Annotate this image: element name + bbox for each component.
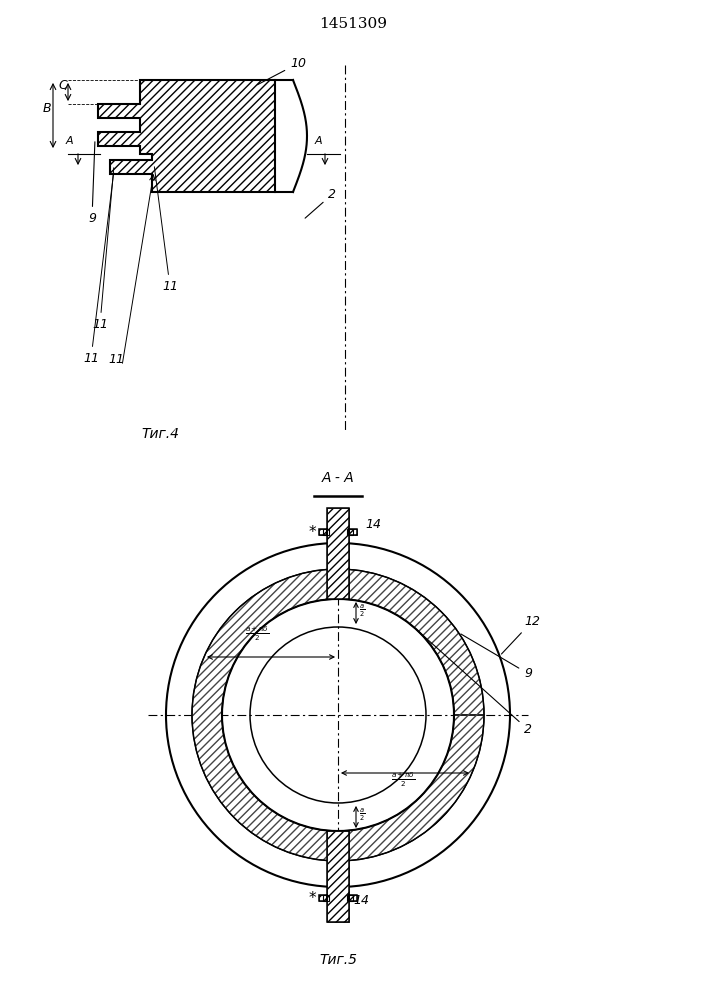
Text: *: * — [308, 524, 316, 540]
Text: 9: 9 — [88, 142, 96, 225]
Polygon shape — [192, 569, 484, 861]
Text: 11: 11 — [154, 167, 178, 293]
Bar — [347, 895, 353, 901]
Polygon shape — [319, 831, 357, 922]
Text: 14: 14 — [365, 518, 381, 531]
Text: $\frac{a+\pi\delta}{2}$: $\frac{a+\pi\delta}{2}$ — [245, 625, 269, 643]
Polygon shape — [319, 508, 357, 599]
Text: $\frac{a}{2}$: $\frac{a}{2}$ — [359, 807, 366, 823]
Bar — [323, 895, 329, 901]
Text: 2: 2 — [416, 630, 532, 736]
Text: $\frac{a}{2}$: $\frac{a}{2}$ — [359, 603, 366, 619]
Text: C: C — [58, 79, 66, 92]
Text: A: A — [315, 136, 322, 146]
Text: 9: 9 — [461, 634, 532, 680]
Text: Τиг.4: Τиг.4 — [141, 427, 179, 441]
Text: A: A — [66, 136, 74, 146]
Text: 12: 12 — [501, 615, 540, 654]
Polygon shape — [98, 80, 275, 192]
Text: 11: 11 — [83, 173, 114, 365]
Text: 14: 14 — [353, 894, 369, 907]
Text: B: B — [43, 103, 52, 115]
Text: 11: 11 — [92, 168, 114, 331]
Text: A - A: A - A — [322, 471, 354, 485]
Text: Τиг.5: Τиг.5 — [319, 953, 357, 967]
Text: 11: 11 — [108, 353, 124, 366]
Text: 2: 2 — [305, 188, 336, 218]
Text: 10: 10 — [257, 57, 306, 85]
Bar — [347, 529, 353, 535]
Text: 1451309: 1451309 — [319, 17, 387, 31]
Bar — [323, 529, 329, 535]
Text: *: * — [308, 890, 316, 906]
Text: $\frac{a+\pi\delta}{2}$: $\frac{a+\pi\delta}{2}$ — [391, 771, 415, 789]
